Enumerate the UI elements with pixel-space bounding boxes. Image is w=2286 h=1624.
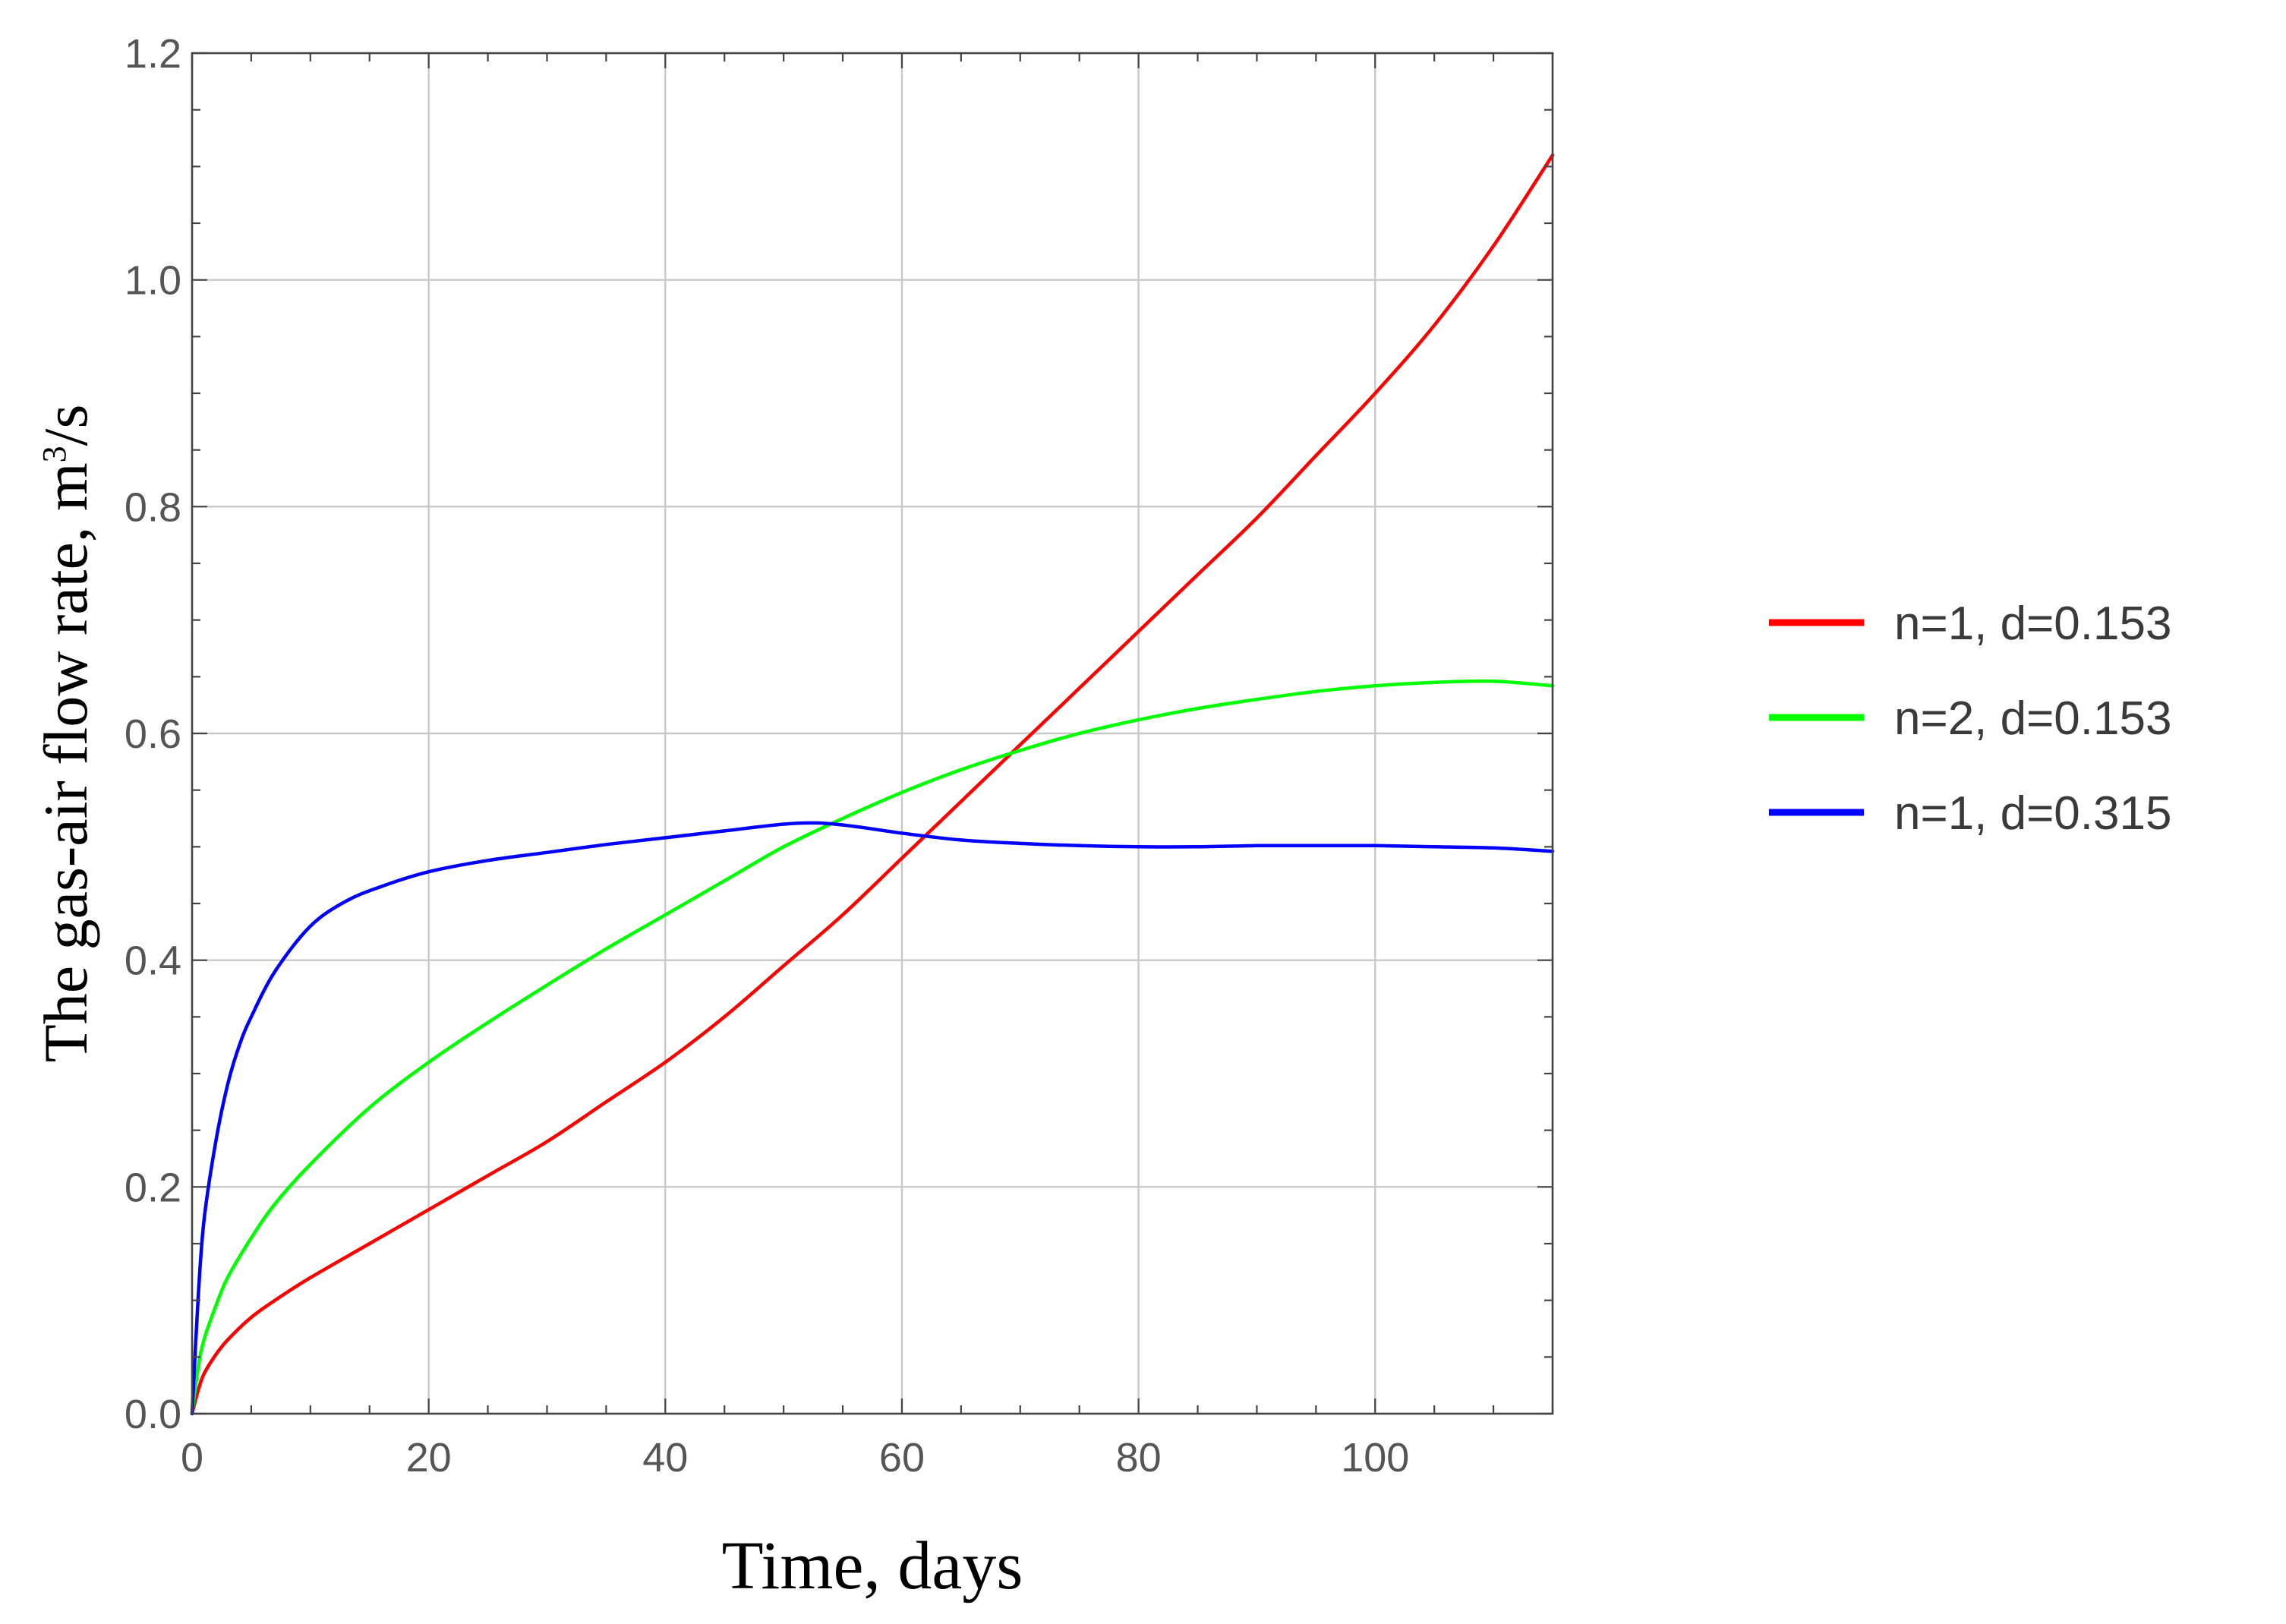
tick-labels: 0 20 40 60 80 100 0.0 0.2 0.4 0.6 0.8 1.0 1.2 <box>125 31 1409 1481</box>
series-line-1 <box>190 153 1555 1416</box>
legend-label-2: n=2, d=0.153 <box>1894 692 2171 745</box>
y-tick-label: 1.0 <box>125 258 181 304</box>
y-axis-title: The gas-air flow rate, m3/s <box>31 405 100 1063</box>
x-axis-title: Time, days <box>722 1528 1023 1604</box>
x-tick-label: 100 <box>1341 1435 1409 1481</box>
y-tick-label: 0.4 <box>125 938 181 984</box>
legend-label-3: n=1, d=0.315 <box>1894 787 2171 840</box>
legend-label-1: n=1, d=0.153 <box>1894 598 2171 650</box>
x-tick-label: 60 <box>879 1435 925 1481</box>
legend: n=1, d=0.153 n=2, d=0.153 n=1, d=0.315 <box>1769 598 2171 840</box>
x-tick-label: 40 <box>642 1435 688 1481</box>
y-tick-label: 1.2 <box>125 31 181 77</box>
series-line-2 <box>190 679 1555 1416</box>
x-tick-label: 20 <box>406 1435 452 1481</box>
x-tick-label: 0 <box>181 1435 203 1481</box>
y-axis-title-main: The gas-air flow rate, m <box>31 462 100 1062</box>
y-tick-label: 0.6 <box>125 711 181 757</box>
axis-ticks <box>191 52 1554 1415</box>
y-tick-label: 0.8 <box>125 484 181 530</box>
x-tick-label: 80 <box>1116 1435 1162 1481</box>
y-tick-label: 0.0 <box>125 1392 181 1437</box>
y-tick-label: 0.2 <box>125 1165 181 1210</box>
y-axis-title-superscript: 3 <box>36 446 73 462</box>
series-lines <box>190 153 1555 1416</box>
grid <box>192 53 1553 1414</box>
y-axis-title-unit-end: /s <box>31 405 100 446</box>
series-line-3 <box>190 821 1555 1416</box>
